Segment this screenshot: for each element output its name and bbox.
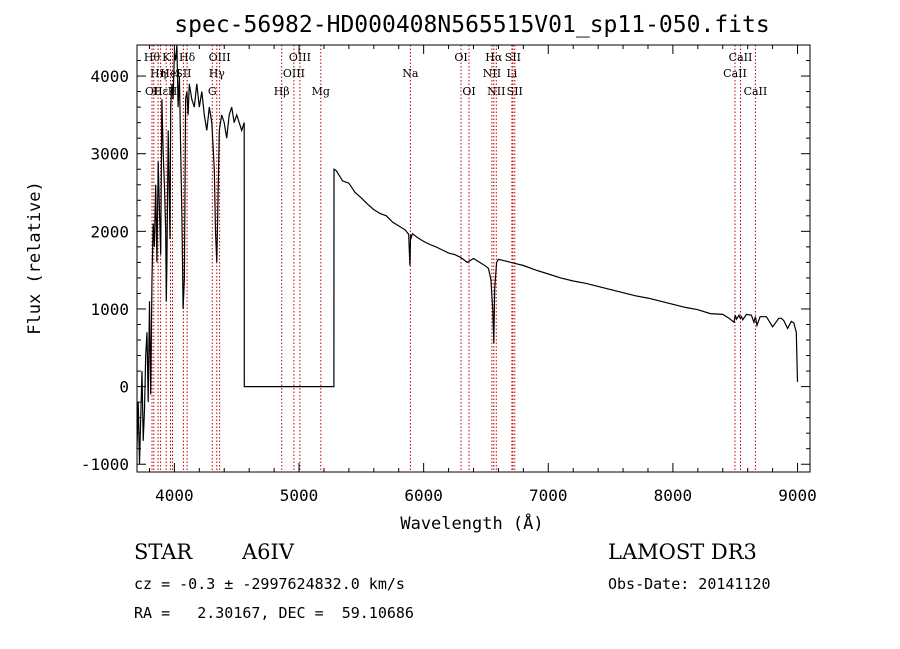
y-tick-label: 2000 [90,222,129,241]
redshift-readout: cz = -0.3 ± -2997624832.0 km/s [134,575,405,593]
observation-date: Obs-Date: 20141120 [608,575,771,593]
object-class: STAR [134,540,193,564]
line-label: Hδ [179,51,196,64]
line-label: OIII [289,51,311,64]
coordinates-readout: RA = 2.30167, DEC = 59.10686 [134,604,414,622]
line-label: K [162,51,171,64]
line-label: Mg [312,85,330,98]
line-label: CaII [729,51,753,64]
line-label: HeI [160,67,180,80]
survey-name: LAMOST DR3 [608,540,757,564]
line-label: NII [483,67,501,80]
line-label: OI [462,85,475,98]
line-label: CaII [744,85,768,98]
line-label: Hθ [144,51,161,64]
y-tick-label: 0 [119,378,129,397]
line-label: Na [402,67,419,80]
line-label: Hε [153,85,169,98]
spectrum-series-line [136,44,799,465]
x-tick-label: 6000 [404,486,443,505]
line-label: OI [454,51,467,64]
line-label: OIII [209,51,231,64]
line-label: NII [487,85,505,98]
line-label: CaII [723,67,747,80]
emission-line-labels: HθOIIHηHεKHeIHSIIHδGHγOIIIHβOIIIOIIIMgNa… [144,51,767,98]
line-label: Hα [485,51,503,64]
line-label: SII [507,85,523,98]
spectrum-chart: spec-56982-HD000408N565515V01_sp11-050.f… [25,12,817,534]
x-tick-label: 7000 [529,486,568,505]
y-tick-label: 1000 [90,300,129,319]
object-subclass: A6IV [242,540,294,564]
line-label: SII [505,51,521,64]
y-tick-label: 4000 [90,67,129,86]
line-label: Hη [150,67,166,80]
emission-line-markers [151,45,756,472]
line-label: OII [145,85,163,98]
line-label: Hβ [274,85,290,98]
y-tick-label: -1000 [81,455,129,474]
line-label: Li [506,67,517,80]
line-label: OIII [283,67,305,80]
x-tick-label: 4000 [155,486,194,505]
axis-ticks: 4000 5000 6000 7000 8000 9000 -1000 0 1000 2000 30… [81,45,817,505]
x-axis-label: Wavelength (Å) [400,512,543,534]
x-tick-label: 8000 [654,486,693,505]
line-label: Hγ [209,67,226,80]
y-axis-label: Flux (relative) [25,181,45,335]
chart-title: spec-56982-HD000408N565515V01_sp11-050.f… [174,12,769,38]
line-label: G [208,85,217,98]
y-tick-label: 3000 [90,145,129,164]
x-tick-label: 9000 [778,486,817,505]
x-tick-label: 5000 [280,486,319,505]
